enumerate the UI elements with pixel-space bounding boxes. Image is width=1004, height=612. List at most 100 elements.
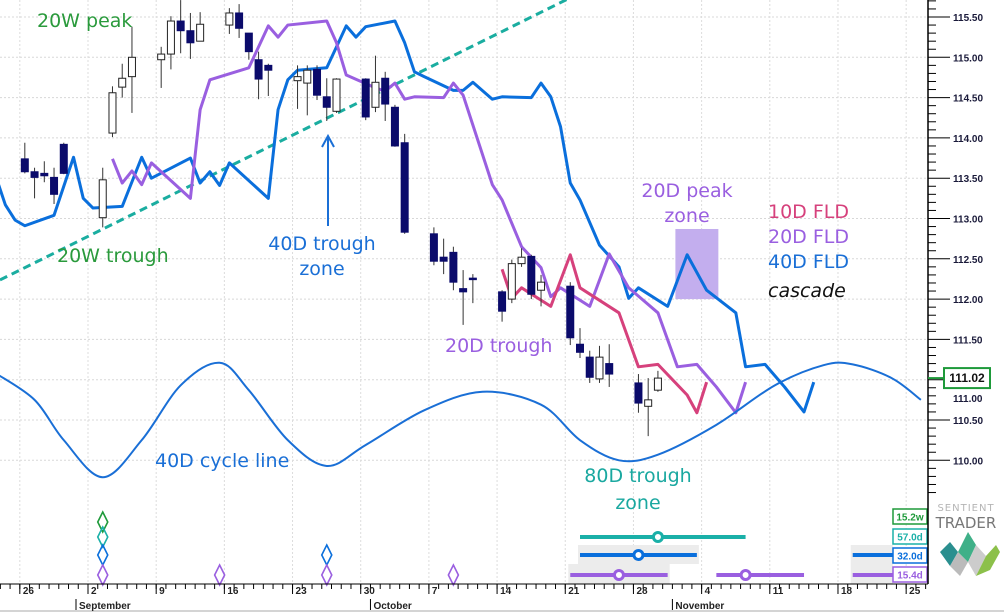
candle-body xyxy=(244,32,253,53)
ann-40d-cycle-line: 40D cycle line xyxy=(155,450,289,472)
candle xyxy=(566,282,575,346)
date-tick-label: 11 xyxy=(773,586,784,597)
ann-20w-trough: 20W trough xyxy=(57,245,169,267)
candle xyxy=(186,12,195,59)
candle xyxy=(127,26,136,113)
ann-80d-trough: 80D trough xyxy=(584,465,691,487)
candle xyxy=(605,344,614,387)
candle-body xyxy=(576,343,584,353)
cycle-trough-diamond-icon xyxy=(96,563,109,587)
month-label: October xyxy=(373,601,411,612)
candle-body xyxy=(313,68,322,96)
candle xyxy=(634,374,643,413)
date-tick-label: 9 xyxy=(159,586,165,597)
price-tick-label: 115.50 xyxy=(953,13,983,24)
legend-20d-fld: 20D FLD xyxy=(768,226,849,248)
svg-text:SENTIENT: SENTIENT xyxy=(937,503,994,514)
candle xyxy=(390,104,399,147)
candle xyxy=(576,328,584,358)
date-tick-label: 30 xyxy=(364,586,376,597)
candle-body xyxy=(20,158,29,173)
candle xyxy=(439,238,448,275)
candle xyxy=(381,71,390,121)
price-tick-label: 112.00 xyxy=(953,295,983,306)
candle xyxy=(371,55,380,113)
price-tick-label: 110.50 xyxy=(953,416,983,427)
cycle-length-box xyxy=(892,547,928,564)
candle xyxy=(585,350,594,383)
candle xyxy=(20,142,29,174)
candle-body xyxy=(40,172,49,177)
candle-body xyxy=(30,171,39,178)
cycle-length-label: 15.4d xyxy=(897,571,923,582)
price-tick-label: 114.50 xyxy=(953,94,983,105)
date-tick-label: 2 xyxy=(91,586,97,597)
candle xyxy=(303,65,312,116)
candle xyxy=(108,86,117,138)
cycle-length-label: 57.0d xyxy=(897,533,923,544)
candle-body xyxy=(50,176,59,195)
price-tick-label: 110.00 xyxy=(953,456,983,467)
candle-body xyxy=(166,20,175,55)
candle-body xyxy=(108,92,117,134)
ann-20w-peak: 20W peak xyxy=(37,10,132,32)
cycle-trough-diamond-icon xyxy=(320,543,333,567)
arrow-up-icon xyxy=(321,133,335,226)
candle-body xyxy=(439,256,448,262)
cycle-length-label: 15.2w xyxy=(896,513,923,524)
ann-80d-trough-zone: zone xyxy=(615,492,660,514)
candle-body xyxy=(537,281,546,291)
candle-body xyxy=(332,78,341,112)
date-tick-label: 7 xyxy=(432,586,438,597)
candle xyxy=(264,63,273,96)
date-tick-label: 21 xyxy=(568,586,580,597)
candle xyxy=(459,270,468,325)
cycle-length-label: 32.0d xyxy=(897,552,923,563)
candle-body xyxy=(449,251,458,283)
candle xyxy=(449,246,458,291)
candle-body xyxy=(225,12,234,26)
sentient-trader-logo: SENTIENT TRADER xyxy=(935,503,1000,576)
legend-40d-fld: 40D FLD xyxy=(768,251,849,273)
price-tick-label: 111.50 xyxy=(953,335,983,346)
cycle-line xyxy=(0,361,922,479)
candle-body xyxy=(527,255,536,295)
candle-body xyxy=(400,142,409,233)
candle xyxy=(468,274,477,304)
legend-cascade: cascade xyxy=(768,280,846,302)
candle-body xyxy=(595,356,604,380)
candle xyxy=(40,161,49,183)
ann-20d-peak: 20D peak xyxy=(641,180,732,202)
candle-body xyxy=(127,56,136,78)
candle-body xyxy=(196,23,205,42)
series-lines xyxy=(0,19,922,479)
candle-body xyxy=(98,179,107,219)
candle xyxy=(254,51,263,100)
month-label: September xyxy=(79,601,131,612)
20d-fld-line xyxy=(111,19,748,415)
scrollbar[interactable] xyxy=(0,610,1004,612)
cycle-length-box xyxy=(892,528,928,545)
candle-body xyxy=(118,77,127,88)
price-tick-label: 111.00 xyxy=(953,394,983,405)
candle-body xyxy=(293,76,302,82)
cycle-trough-diamond-icon xyxy=(447,563,460,587)
date-tick-label: 16 xyxy=(227,586,239,597)
candle-body xyxy=(468,277,477,281)
candle-body xyxy=(459,288,468,293)
cycle-trough-diamond-icon xyxy=(320,563,333,587)
annotations: 20W peak 20W trough 40D trough zone 20D … xyxy=(37,10,849,514)
price-tick-label: 115.00 xyxy=(953,53,983,64)
ann-40d-trough-zone: zone xyxy=(299,258,344,280)
candle xyxy=(59,142,68,175)
candle xyxy=(517,248,526,267)
price-axis: 110.00 110.50 111.00 111.50 112.00 112.50 113.… xyxy=(928,0,983,494)
candle-body xyxy=(186,30,195,44)
candle xyxy=(507,259,516,304)
candle-body xyxy=(605,363,614,375)
cycle-projection-marker xyxy=(612,569,625,581)
candle-body xyxy=(429,233,438,262)
candle-body xyxy=(653,377,662,391)
price-tick-label: 113.00 xyxy=(953,215,983,226)
